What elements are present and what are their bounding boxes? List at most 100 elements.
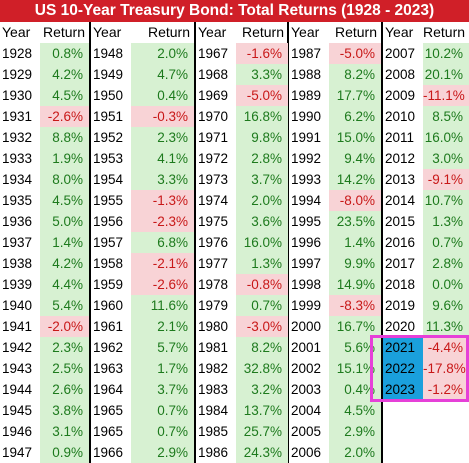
year-cell: 1947: [2, 445, 33, 460]
year-cell: 1960: [93, 298, 124, 313]
year-cell: 1998: [291, 277, 322, 292]
year-cell: 2004: [291, 403, 322, 418]
year-cell: 1937: [2, 235, 33, 250]
year-cell: 1942: [2, 340, 33, 355]
year-cell: 1953: [93, 151, 124, 166]
return-cell: 2.3%: [131, 127, 194, 148]
return-cell: 3.0%: [423, 148, 469, 169]
return-cell: -5.0%: [236, 85, 288, 106]
year-cell: 2010: [385, 109, 416, 124]
year-cell: 1965: [93, 403, 124, 418]
year-cell: 2021: [383, 337, 423, 358]
year-cell: 1928: [2, 46, 33, 61]
return-header: Return: [423, 24, 466, 40]
year-cell: 1961: [93, 319, 124, 334]
return-cell: -8.0%: [329, 190, 381, 211]
return-cell: 17.7%: [329, 85, 381, 106]
return-cell: -2.1%: [131, 253, 194, 274]
year-cell: 1959: [93, 277, 124, 292]
return-cell: 10.7%: [423, 190, 469, 211]
return-cell: 0.9%: [40, 442, 89, 463]
return-cell: 3.7%: [131, 379, 194, 400]
year-cell: 1934: [2, 172, 33, 187]
return-cell: 32.8%: [236, 358, 288, 379]
year-cell: 2006: [291, 445, 322, 460]
column-separator: [287, 22, 289, 463]
year-cell: 2022: [383, 358, 423, 379]
return-header: Return: [334, 24, 377, 40]
return-cell: 9.4%: [329, 148, 381, 169]
year-cell: 1931: [2, 109, 33, 124]
year-cell: 1975: [198, 214, 229, 229]
return-cell: 10.2%: [423, 43, 469, 64]
year-cell: 2009: [385, 88, 416, 103]
year-cell: 1952: [93, 130, 124, 145]
year-cell: 1965: [93, 424, 124, 439]
return-cell: 24.3%: [236, 442, 288, 463]
return-cell: 4.5%: [329, 400, 381, 421]
return-cell: 4.5%: [40, 85, 89, 106]
year-cell: 1979: [198, 298, 229, 313]
return-cell: -1.2%: [423, 379, 469, 400]
year-cell: 2015: [385, 214, 416, 229]
year-cell: 1977: [198, 256, 229, 271]
year-cell: 2011: [385, 130, 415, 145]
return-cell: 8.8%: [40, 127, 89, 148]
return-cell: 5.6%: [329, 337, 381, 358]
return-cell: 8.2%: [329, 64, 381, 85]
return-cell: -8.3%: [329, 295, 381, 316]
year-cell: 1936: [2, 214, 33, 229]
year-cell: 1957: [93, 235, 124, 250]
return-cell: 2.8%: [423, 253, 469, 274]
return-cell: 4.1%: [131, 148, 194, 169]
year-cell: 1970: [198, 109, 229, 124]
year-cell: 1971: [198, 130, 229, 145]
return-cell: -1.6%: [236, 43, 288, 64]
year-cell: 1951: [93, 109, 124, 124]
return-cell: 2.8%: [236, 148, 288, 169]
return-cell: 20.1%: [423, 64, 469, 85]
year-cell: 1963: [93, 361, 124, 376]
return-cell: 4.5%: [40, 190, 89, 211]
return-cell: 2.0%: [236, 190, 288, 211]
year-cell: 1994: [291, 193, 322, 208]
return-cell: 0.8%: [40, 43, 89, 64]
return-cell: 3.3%: [131, 169, 194, 190]
year-cell: 1976: [198, 235, 229, 250]
year-cell: 1987: [291, 46, 322, 61]
year-cell: 2020: [385, 319, 416, 334]
year-cell: 1986: [198, 445, 229, 460]
return-cell: 3.3%: [236, 64, 288, 85]
return-cell: 1.3%: [423, 211, 469, 232]
return-cell: 6.2%: [329, 106, 381, 127]
return-cell: 11.3%: [423, 316, 469, 337]
year-header: Year: [93, 24, 122, 40]
return-cell: 15.0%: [329, 127, 381, 148]
year-cell: 1939: [2, 277, 33, 292]
return-cell: -2.3%: [131, 211, 194, 232]
return-cell: 0.7%: [423, 232, 469, 253]
return-cell: -1.3%: [131, 190, 194, 211]
return-cell: 8.5%: [423, 106, 469, 127]
year-cell: 1958: [93, 256, 124, 271]
return-cell: -2.6%: [131, 274, 194, 295]
return-cell: 3.7%: [236, 169, 288, 190]
return-cell: 25.7%: [236, 421, 288, 442]
return-cell: -9.1%: [423, 169, 469, 190]
column-separator: [381, 22, 383, 463]
year-cell: 1946: [2, 424, 33, 439]
year-cell: 1967: [198, 46, 229, 61]
year-cell: 1964: [93, 382, 124, 397]
return-header: Return: [241, 24, 284, 40]
year-cell: 1999: [291, 298, 322, 313]
year-cell: 1983: [198, 382, 229, 397]
return-cell: 13.7%: [236, 400, 288, 421]
year-cell: 1950: [93, 88, 124, 103]
return-cell: -0.8%: [236, 274, 288, 295]
returns-table: Year Return 1928 0.8% 1929 4.2% 1930 4.5% 1931 -2…: [0, 22, 469, 463]
return-cell: 2.5%: [40, 358, 89, 379]
year-cell: 1968: [198, 67, 229, 82]
return-cell: 16.7%: [329, 316, 381, 337]
year-cell: 1949: [93, 67, 124, 82]
year-cell: 2003: [291, 382, 322, 397]
